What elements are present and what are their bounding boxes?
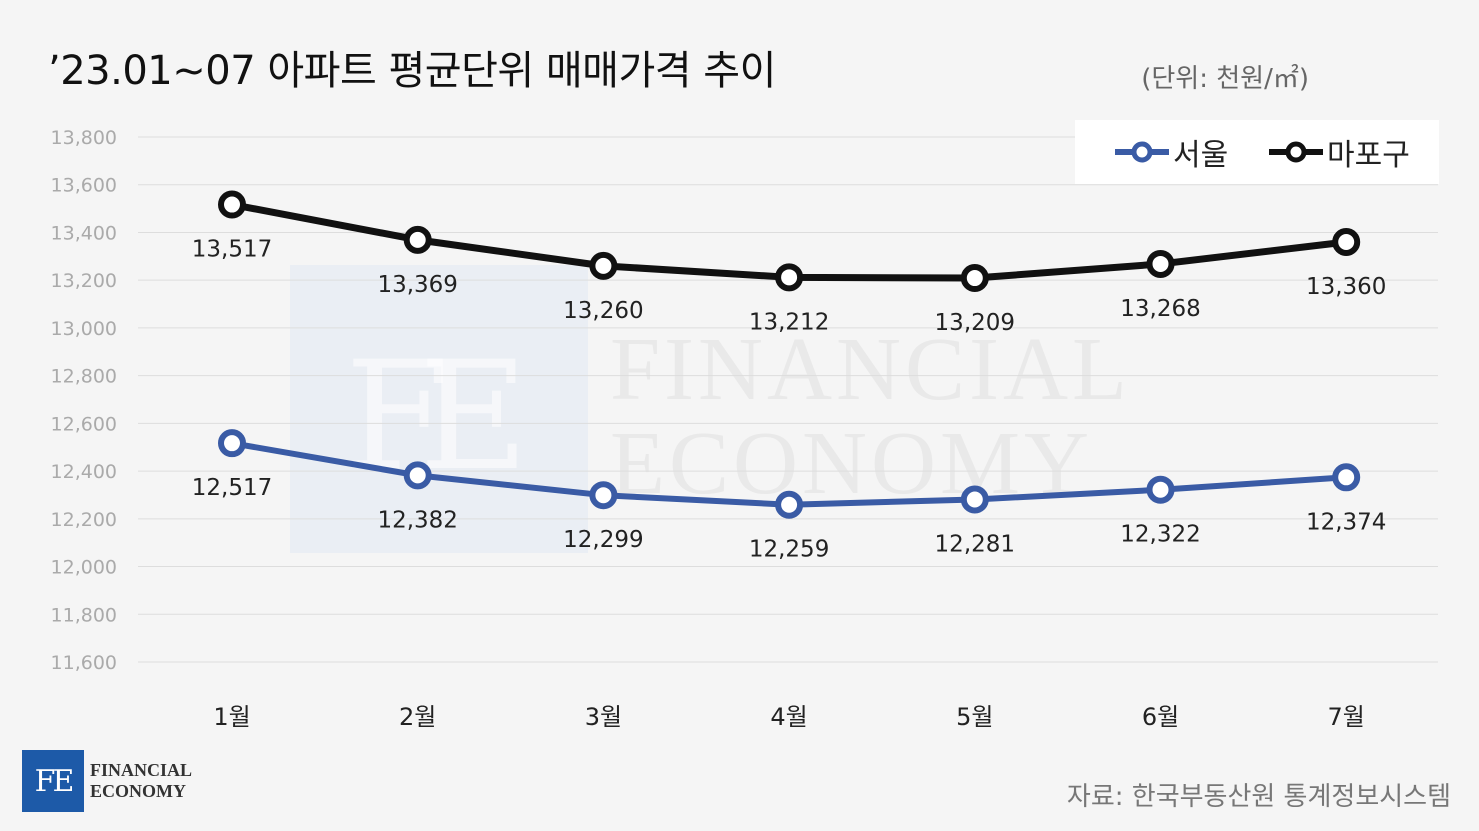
- y-tick-label: 13,000: [51, 318, 117, 340]
- data-label-mapo: 13,360: [1306, 274, 1386, 300]
- y-tick-label: 12,800: [51, 366, 117, 388]
- data-point-seoul: [960, 485, 989, 514]
- y-tick-label: 11,600: [51, 652, 117, 674]
- legend-marker-seoul: [1115, 141, 1169, 163]
- data-point-seoul: [403, 461, 432, 490]
- legend: 서울 마포구: [1075, 120, 1439, 184]
- legend-label-seoul: 서울: [1173, 138, 1229, 173]
- data-point-seoul: [589, 481, 618, 510]
- logo-mark: FE: [22, 750, 84, 812]
- data-label-mapo: 13,268: [1120, 296, 1200, 322]
- x-tick-label: 2월: [399, 703, 436, 731]
- x-tick-label: 4월: [770, 703, 807, 731]
- x-tick-label: 7월: [1328, 703, 1365, 731]
- x-tick-label: 1월: [213, 703, 250, 731]
- watermark-block: [290, 265, 588, 553]
- data-point-mapo: [960, 264, 989, 293]
- data-label-mapo: 13,369: [377, 272, 457, 298]
- data-label-seoul: 12,382: [377, 507, 457, 533]
- data-point-mapo: [1332, 228, 1361, 256]
- x-tick-label: 3월: [585, 703, 622, 731]
- data-point-seoul: [775, 490, 804, 519]
- y-tick-label: 13,800: [51, 127, 117, 149]
- data-label-mapo: 13,212: [749, 309, 829, 335]
- x-tick-label: 5월: [956, 703, 993, 731]
- y-tick-label: 11,800: [51, 604, 117, 626]
- data-label-seoul: 12,259: [749, 537, 829, 563]
- y-tick-label: 12,000: [51, 557, 117, 579]
- unit-label: (단위: 천원/㎡): [1141, 64, 1309, 94]
- y-tick-label: 13,600: [51, 175, 117, 197]
- data-label-seoul: 12,374: [1306, 509, 1386, 535]
- y-tick-label: 12,600: [51, 413, 117, 435]
- data-point-mapo: [775, 263, 804, 292]
- data-point-mapo: [589, 251, 618, 280]
- legend-label-mapo: 마포구: [1327, 138, 1410, 173]
- logo-text: FINANCIAL ECONOMY: [90, 760, 192, 802]
- data-label-seoul: 12,299: [563, 527, 643, 553]
- x-tick-label: 6월: [1142, 703, 1179, 731]
- data-point-mapo: [1146, 249, 1175, 278]
- chart-title: ’23.01~07 아파트 평균단위 매매가격 추이: [48, 48, 776, 94]
- data-label-mapo: 13,260: [563, 298, 643, 324]
- legend-item-seoul: 서울: [1113, 120, 1228, 184]
- watermark-line1: FINANCIAL: [610, 320, 1131, 419]
- legend-marker-mapo: [1269, 141, 1323, 163]
- data-point-seoul: [1332, 463, 1361, 492]
- legend-item-mapo: 마포구: [1267, 120, 1410, 184]
- data-label-mapo: 13,209: [935, 310, 1015, 336]
- data-label-mapo: 13,517: [192, 237, 272, 263]
- data-point-seoul: [218, 429, 246, 458]
- data-label-seoul: 12,281: [935, 531, 1015, 557]
- logo-line1: FINANCIAL: [90, 760, 193, 780]
- y-tick-label: 12,400: [51, 461, 117, 483]
- data-point-mapo: [403, 225, 432, 254]
- source-note: 자료: 한국부동산원 통계정보시스템: [1066, 782, 1451, 812]
- data-label-seoul: 12,517: [192, 475, 272, 501]
- y-tick-label: 13,200: [51, 270, 117, 292]
- y-tick-label: 12,200: [51, 509, 117, 531]
- brand-logo: FE FINANCIAL ECONOMY: [22, 750, 192, 812]
- data-point-seoul: [1146, 475, 1175, 504]
- data-point-mapo: [218, 190, 246, 219]
- y-tick-label: 13,400: [51, 222, 117, 244]
- data-label-seoul: 12,322: [1120, 522, 1200, 548]
- logo-line2: ECONOMY: [90, 781, 186, 801]
